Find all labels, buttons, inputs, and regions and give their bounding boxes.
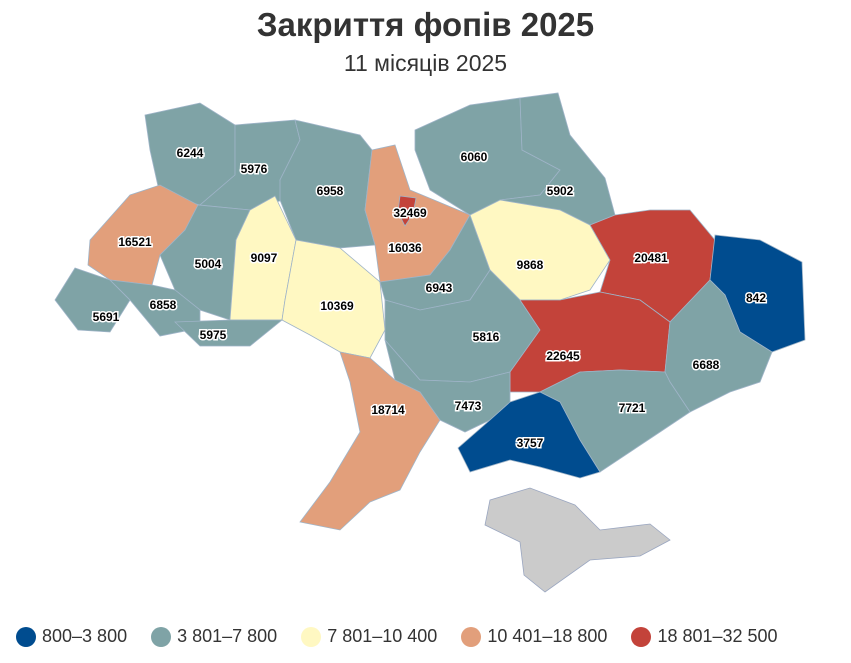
legend-swatch — [16, 626, 36, 647]
legend-swatch — [151, 626, 172, 647]
region-value-label: 5004 — [195, 257, 222, 271]
legend-item: 800–3 800 — [16, 626, 127, 647]
region-value-label: 22645 — [546, 349, 580, 363]
legend-swatch — [301, 626, 322, 647]
region-kherson — [457, 391, 601, 479]
region-value-label: 7473 — [455, 399, 482, 413]
region-chernivtsi — [174, 319, 284, 347]
region-value-label: 9097 — [251, 251, 278, 265]
region-value-label: 5691 — [93, 310, 120, 324]
region-value-label: 32469 — [393, 206, 427, 220]
legend-label: 18 801–32 500 — [657, 626, 778, 646]
region-value-label: 6060 — [461, 150, 488, 164]
map-subtitle: 11 місяців 2025 — [343, 50, 508, 76]
legend-label: 3 801–7 800 — [177, 626, 278, 646]
region-value-label: 20481 — [634, 251, 668, 265]
legend-item: 3 801–7 800 — [151, 626, 277, 647]
region-value-label: 5902 — [547, 184, 574, 198]
region-kyiv-city — [397, 195, 417, 227]
region-value-label: 5816 — [473, 330, 500, 344]
region-value-label: 3757 — [517, 436, 544, 450]
legend-label: 7 801–10 400 — [327, 626, 438, 646]
region-value-label: 6858 — [150, 298, 177, 312]
legend-label: 800–3 800 — [42, 626, 128, 646]
legend-item: 18 801–32 500 — [631, 626, 778, 647]
legend-item: 7 801–10 400 — [301, 626, 437, 647]
legend-swatch — [631, 626, 652, 647]
region-value-label: 5975 — [200, 328, 227, 342]
region-value-label: 6958 — [317, 184, 344, 198]
region-value-label: 10369 — [320, 299, 354, 313]
region-value-label: 6244 — [177, 146, 204, 160]
legend-label: 10 401–18 800 — [487, 626, 608, 646]
region-value-label: 6943 — [426, 281, 453, 295]
legend: 800–3 800 3 801–7 800 7 801–10 400 10 40… — [16, 626, 802, 647]
region-crimea — [484, 487, 671, 593]
region-value-label: 16521 — [118, 235, 152, 249]
legend-item: 10 401–18 800 — [461, 626, 607, 647]
region-value-label: 5976 — [241, 162, 268, 176]
region-value-label: 6688 — [693, 358, 720, 372]
region-value-label: 18714 — [371, 403, 405, 417]
region-value-label: 9868 — [517, 258, 544, 272]
region-value-label: 7721 — [619, 401, 646, 415]
region-value-label: 842 — [746, 291, 766, 305]
map-title: Закриття фопів 2025 — [256, 6, 595, 43]
legend-swatch — [461, 626, 482, 647]
region-value-label: 16036 — [388, 241, 422, 255]
